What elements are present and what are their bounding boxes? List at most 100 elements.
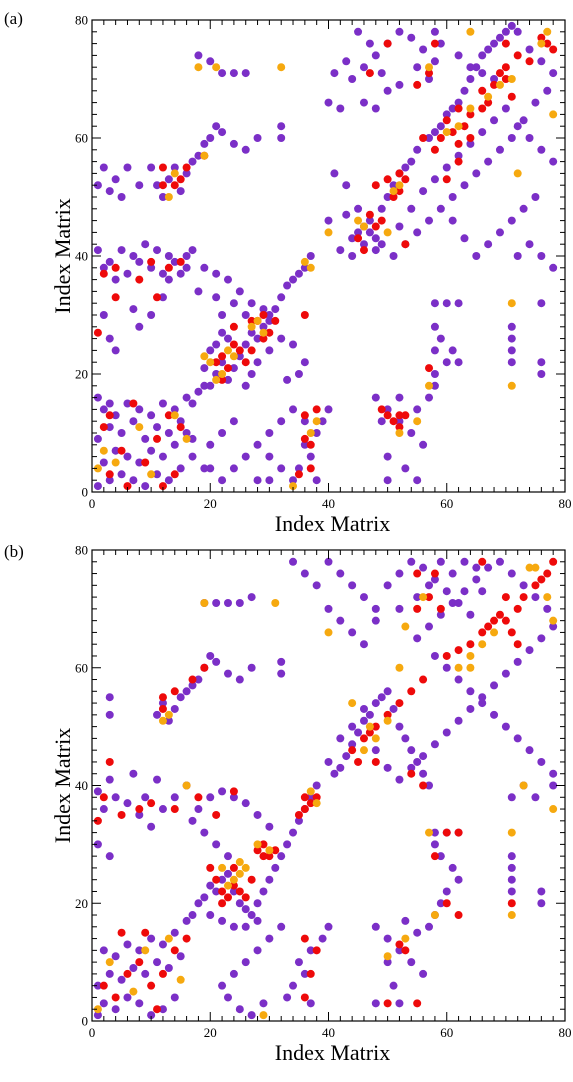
data-point-red xyxy=(425,69,434,78)
data-point-red xyxy=(436,134,445,142)
data-point-red xyxy=(501,616,510,625)
data-point-purple xyxy=(229,969,238,978)
data-point-purple xyxy=(194,151,203,160)
data-point-red xyxy=(164,411,173,420)
data-point-purple xyxy=(200,381,209,390)
data-points xyxy=(93,21,558,491)
data-point-purple xyxy=(105,334,114,343)
data-point-purple xyxy=(413,405,422,414)
data-point-red xyxy=(484,98,493,107)
data-point-purple xyxy=(200,893,209,902)
data-point-purple xyxy=(158,193,167,201)
data-point-purple xyxy=(294,958,303,967)
data-point-purple xyxy=(265,346,274,355)
data-point-purple xyxy=(170,928,179,937)
data-point-purple xyxy=(436,122,445,131)
data-point-red xyxy=(212,875,221,884)
data-point-red xyxy=(170,687,179,696)
data-point-orange xyxy=(401,622,410,631)
data-point-red xyxy=(312,946,321,955)
data-point-purple xyxy=(430,651,439,660)
data-point-red xyxy=(413,80,422,89)
data-point-red xyxy=(401,946,410,955)
data-point-orange xyxy=(478,640,487,649)
data-point-purple xyxy=(141,240,150,249)
data-point-purple xyxy=(472,563,481,572)
data-point-purple xyxy=(153,423,162,432)
data-point-orange xyxy=(200,151,209,160)
data-point-red xyxy=(241,358,250,367)
data-point-purple xyxy=(383,687,392,696)
data-point-orange xyxy=(141,946,150,955)
data-point-purple xyxy=(212,340,221,349)
data-point-purple xyxy=(277,134,286,142)
data-point-purple xyxy=(407,33,416,42)
data-point-purple xyxy=(407,557,416,566)
data-point-red xyxy=(194,793,203,802)
data-point-red xyxy=(419,781,428,790)
data-point-purple xyxy=(377,417,386,426)
data-point-purple xyxy=(206,651,215,660)
data-point-purple xyxy=(93,840,102,849)
data-point-purple xyxy=(490,116,499,125)
data-point-purple xyxy=(466,75,475,83)
data-point-purple xyxy=(478,128,487,137)
data-point-purple xyxy=(371,616,380,625)
data-point-purple xyxy=(359,240,368,249)
data-point-orange xyxy=(306,263,315,272)
data-point-purple xyxy=(336,246,345,255)
data-point-purple xyxy=(235,287,244,296)
data-point-purple xyxy=(212,269,221,278)
data-point-purple xyxy=(117,246,126,255)
data-point-red xyxy=(105,470,114,479)
data-point-red xyxy=(407,687,416,696)
data-point-orange xyxy=(241,863,250,872)
data-point-purple xyxy=(537,252,546,260)
data-point-purple xyxy=(407,157,416,166)
data-point-purple xyxy=(395,569,404,578)
data-point-purple xyxy=(478,693,487,702)
data-point-red xyxy=(454,157,463,166)
data-point-purple xyxy=(99,946,108,955)
data-point-red xyxy=(153,1005,162,1014)
data-point-purple xyxy=(206,440,215,449)
data-point-purple xyxy=(466,687,475,696)
data-point-red xyxy=(454,139,463,148)
data-point-purple xyxy=(354,728,363,737)
data-point-red xyxy=(501,63,510,72)
data-point-red xyxy=(158,693,167,702)
data-point-purple xyxy=(371,922,380,931)
data-point-red xyxy=(407,769,416,778)
data-point-purple xyxy=(182,393,191,402)
data-point-purple xyxy=(277,669,286,678)
data-point-orange xyxy=(306,787,315,796)
data-point-red xyxy=(218,899,227,908)
data-point-purple xyxy=(490,681,499,690)
data-point-red xyxy=(129,399,138,408)
data-point-red xyxy=(141,928,150,937)
data-point-purple xyxy=(454,358,463,367)
data-point-purple xyxy=(501,104,510,113)
data-point-purple xyxy=(407,958,416,967)
data-point-purple xyxy=(490,710,499,719)
data-point-purple xyxy=(507,216,516,225)
data-point-purple xyxy=(371,999,380,1008)
data-point-red xyxy=(377,216,386,225)
data-point-purple xyxy=(413,228,422,237)
data-point-purple xyxy=(371,604,380,613)
data-point-red xyxy=(425,593,434,602)
data-point-purple xyxy=(289,405,298,414)
data-point-purple xyxy=(425,922,434,931)
data-point-purple xyxy=(507,334,516,343)
data-point-red xyxy=(495,69,504,78)
data-point-purple xyxy=(212,887,221,896)
data-point-orange xyxy=(111,458,120,467)
data-points xyxy=(93,557,558,1020)
data-point-orange xyxy=(543,593,552,602)
data-point-purple xyxy=(383,763,392,772)
x-tick-label: 20 xyxy=(204,1025,217,1040)
data-point-purple xyxy=(549,263,558,272)
data-point-red xyxy=(259,334,268,343)
data-point-purple xyxy=(223,993,232,1002)
